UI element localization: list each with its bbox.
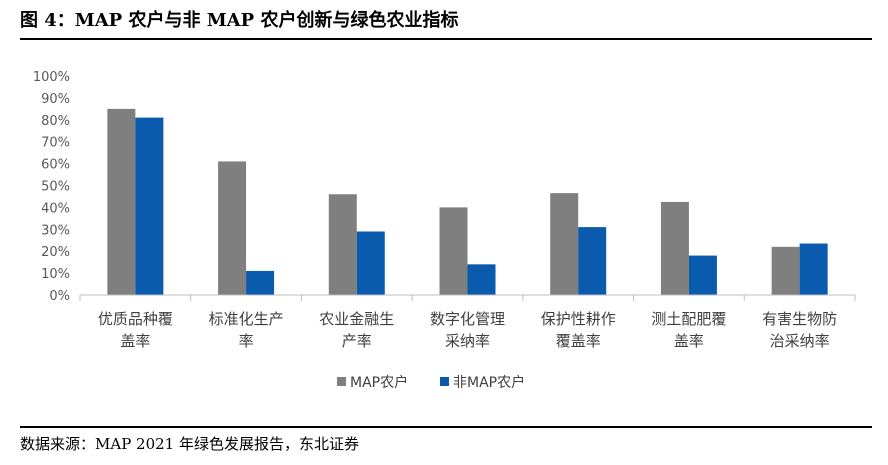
y-tick-label: 40% <box>41 201 70 216</box>
category-label: 盖率 <box>674 332 704 350</box>
y-tick-label: 10% <box>41 267 70 282</box>
category-label: 有害生物防 <box>762 310 837 328</box>
title-rule <box>20 38 872 40</box>
category-label: 治采纳率 <box>770 332 830 350</box>
y-tick-label: 30% <box>41 223 70 238</box>
category-label: 农业金融生 <box>319 310 394 328</box>
legend-label-0: MAP农户 <box>350 374 408 391</box>
bar-nonmap-2 <box>356 231 385 295</box>
bar-nonmap-3 <box>467 264 496 295</box>
category-label: 数字化管理 <box>430 310 505 328</box>
legend-swatch-0 <box>337 377 346 386</box>
category-label: 保护性耕作 <box>541 310 616 328</box>
bar-nonmap-5 <box>688 255 717 295</box>
bar-map-0 <box>107 108 136 295</box>
category-label: 覆盖率 <box>556 332 601 350</box>
y-tick-label: 80% <box>41 114 70 129</box>
y-tick-label: 70% <box>41 136 70 151</box>
bar-map-4 <box>550 193 579 295</box>
bar-map-5 <box>660 201 689 295</box>
y-tick-label: 100% <box>33 70 70 85</box>
category-label: 标准化生产 <box>209 310 284 328</box>
y-tick-label: 50% <box>41 180 70 195</box>
y-tick-label: 0% <box>49 289 70 304</box>
category-label: 测土配肥覆 <box>651 310 726 328</box>
category-label: 产率 <box>342 332 372 350</box>
source-note: 数据来源：MAP 2021 年绿色发展报告，东北证券 <box>20 435 359 453</box>
bar-map-2 <box>328 194 357 295</box>
legend-label-1: 非MAP农户 <box>453 374 525 391</box>
y-tick-label: 20% <box>41 245 70 260</box>
category-label: 优质品种覆 <box>98 310 173 328</box>
category-label: 盖率 <box>120 332 150 350</box>
bar-nonmap-6 <box>799 243 828 295</box>
bar-chart: 0% 10% 20% 30% 40% 50% 60% 70% 80% 90% 100% 优质品种覆盖… <box>33 70 856 391</box>
bar-nonmap-0 <box>135 117 164 295</box>
y-tick-label: 60% <box>41 158 70 173</box>
legend-swatch-1 <box>440 377 449 386</box>
category-label: 率 <box>239 332 254 350</box>
bar-map-1 <box>218 161 247 295</box>
source-rule <box>20 426 872 428</box>
bar-nonmap-1 <box>246 270 275 295</box>
category-label: 采纳率 <box>445 332 490 350</box>
y-tick-label: 90% <box>41 92 70 107</box>
figure-title: 图 4：MAP 农户与非 MAP 农户创新与绿色农业指标 <box>20 10 459 31</box>
bar-map-6 <box>771 246 800 295</box>
bar-map-3 <box>439 207 468 295</box>
bar-nonmap-4 <box>578 227 607 295</box>
